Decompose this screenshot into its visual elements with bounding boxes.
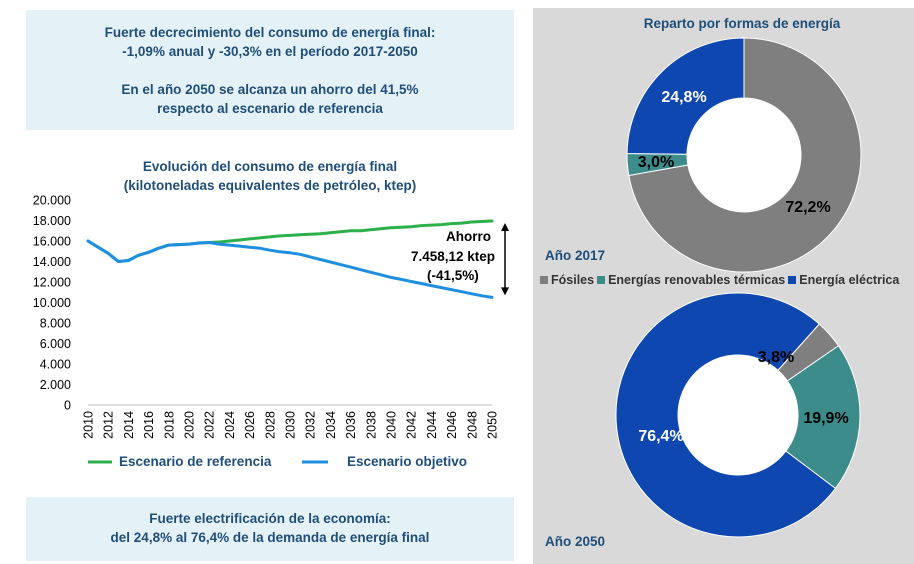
summary-line-3: En el año 2050 se alcanza un ahorro del …	[121, 82, 419, 97]
x-tick-label: 2020	[183, 411, 197, 439]
line-chart-title-text: Evolución del consumo de energía final	[142, 159, 398, 174]
y-tick-label: 10.000	[33, 296, 71, 310]
line-chart: 0 2.000 4.000 6.000 8.000 10.000 12.000 14.000 1…	[33, 194, 509, 469]
legend-label-reference: Escenario de referencia	[119, 454, 272, 469]
x-tick-label: 2028	[263, 411, 277, 439]
legend-swatch-renovables	[597, 276, 606, 284]
legend-label-renovables: Energías renovables térmicas	[608, 273, 786, 287]
line-chart-subtitle: (kilotoneladas equivalentes de petróleo,…	[123, 178, 417, 193]
savings-arrow-head-down	[501, 287, 509, 296]
x-tick-label: 2040	[385, 411, 399, 439]
x-tick-label: 2018	[162, 411, 176, 439]
x-tick-label: 2038	[364, 411, 378, 439]
x-tick-label: 2042	[405, 411, 419, 439]
donut-2050-data-label: 19,9%	[803, 410, 848, 427]
donut-2050-hole	[678, 355, 798, 475]
objective-scenario-line	[86, 239, 494, 299]
x-tick-label: 2030	[284, 411, 298, 439]
electrification-line-1: Fuerte electrificación de la economía:	[149, 511, 391, 526]
y-tick-label: 4.000	[40, 358, 71, 372]
donut-2017-data-label: 72,2%	[785, 199, 830, 216]
year-2017-label: Año 2017	[545, 248, 606, 263]
donut-2017-data-label: 3,0%	[638, 154, 674, 171]
y-tick-label: 18.000	[33, 214, 71, 228]
x-tick-label: 2010	[82, 411, 96, 439]
x-tick-label: 2016	[142, 411, 156, 439]
legend-item-renovables: Energías renovables térmicas	[597, 273, 785, 287]
year-2050-label: Año 2050	[545, 534, 606, 549]
legend-swatch-electrica	[788, 276, 797, 284]
y-tick-label: 8.000	[40, 317, 71, 331]
y-tick-label: 6.000	[40, 337, 71, 351]
legend-label-fosiles: Fósiles	[551, 273, 595, 287]
legend-label-electrica: Energía eléctrica	[799, 273, 900, 287]
savings-annotation-percent: (-41,5%)	[427, 268, 479, 283]
savings-arrow-head-up	[501, 223, 509, 232]
y-tick-label: 16.000	[33, 235, 71, 249]
summary-line-4: respecto al escenario de referencia	[157, 101, 383, 116]
legend-item-fosiles: Fósiles	[540, 273, 594, 287]
x-tick-label: 2050	[486, 411, 500, 439]
summary-box: Fuerte decrecimiento del consumo de ener…	[26, 10, 514, 130]
donut-2050-data-label: 3,8%	[758, 349, 794, 366]
pie-chart-title: Reparto por formas de energía	[643, 16, 841, 31]
x-tick-label: 2012	[102, 411, 116, 439]
legend-item-electrica: Energía eléctrica	[788, 273, 899, 287]
x-tick-label: 2014	[122, 411, 136, 439]
x-tick-label: 2034	[324, 411, 338, 439]
x-tick-label: 2036	[344, 411, 358, 439]
legend-label-objective: Escenario objetivo	[347, 454, 467, 469]
donut-2017-data-label: 24,8%	[661, 89, 706, 106]
y-tick-label: 0	[64, 399, 71, 413]
electrification-box: Fuerte electrificación de la economía: d…	[26, 497, 514, 561]
donut-2017-hole	[687, 98, 801, 212]
donut-2050-data-label: 76,4%	[638, 428, 683, 445]
summary-line-1: Fuerte decrecimiento del consumo de ener…	[104, 25, 436, 40]
x-tick-label: 2046	[445, 411, 459, 439]
y-tick-label: 20.000	[33, 194, 71, 208]
summary-line-2: -1,09% anual y -30,3% en el período 2017…	[122, 44, 418, 59]
x-tick-label: 2026	[243, 411, 257, 439]
x-tick-label: 2022	[203, 411, 217, 439]
y-tick-label: 12.000	[33, 276, 71, 290]
savings-annotation-value: 7.458,12 ktep	[411, 249, 495, 264]
x-tick-label: 2032	[304, 411, 318, 439]
x-tick-label: 2044	[425, 411, 439, 439]
line-chart-title: Evolución del consumo de energía final (…	[80, 157, 460, 195]
x-tick-label: 2024	[223, 411, 237, 439]
x-tick-label: 2048	[465, 411, 479, 439]
legend-swatch-fosiles	[540, 276, 548, 284]
y-tick-label: 2.000	[40, 378, 71, 392]
savings-annotation-title: Ahorro	[446, 229, 491, 244]
electrification-line-2: del 24,8% al 76,4% de la demanda de ener…	[110, 530, 430, 545]
y-tick-label: 14.000	[33, 255, 71, 269]
pie-legend: Fósiles Energías renovables térmicas Ene…	[540, 273, 902, 287]
